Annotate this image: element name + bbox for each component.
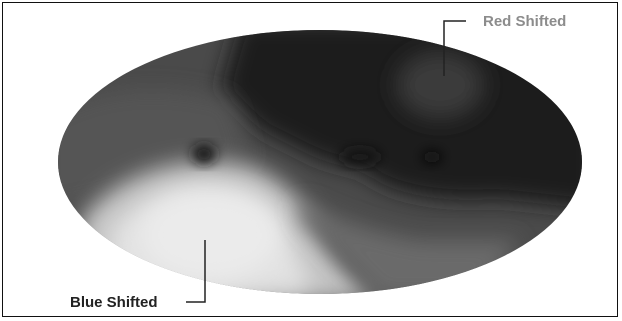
sky-ellipse-fill [58, 30, 582, 294]
red-shifted-label: Red Shifted [483, 13, 567, 30]
blue-shifted-label: Blue Shifted [70, 294, 158, 311]
blue-shifted-leader-line [186, 240, 206, 303]
red-shifted-leader-line [443, 20, 466, 76]
